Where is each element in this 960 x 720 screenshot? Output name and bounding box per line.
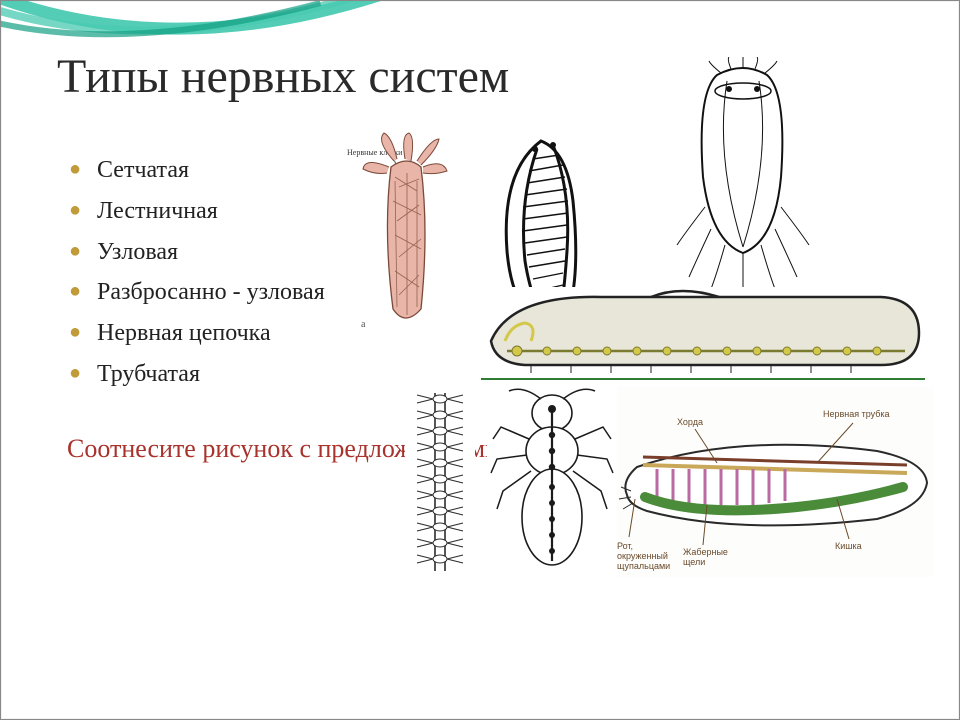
slide: Типы нервных систем Сетчатая Лестничная … <box>0 0 960 720</box>
bullet-list: Сетчатая Лестничная Узловая Разбросанно … <box>57 150 903 395</box>
lancelet-label-mouth: Рот,окруженныйщупальцами <box>617 541 670 571</box>
bullet-item: Разбросанно - узловая <box>69 272 903 313</box>
content: Сетчатая Лестничная Узловая Разбросанно … <box>57 150 903 466</box>
bullet-item: Нервная цепочка <box>69 313 903 354</box>
instruction-text: Соотнесите рисунок с предложенными типам… <box>57 431 903 466</box>
slide-title: Типы нервных систем <box>57 49 903 104</box>
bullet-item: Сетчатая <box>69 150 903 191</box>
lancelet-label-gut: Кишка <box>835 541 862 551</box>
bullet-item: Лестничная <box>69 191 903 232</box>
bullet-item: Узловая <box>69 232 903 273</box>
bullet-item: Трубчатая <box>69 354 903 395</box>
lancelet-label-gills: Жаберныещели <box>683 547 728 567</box>
